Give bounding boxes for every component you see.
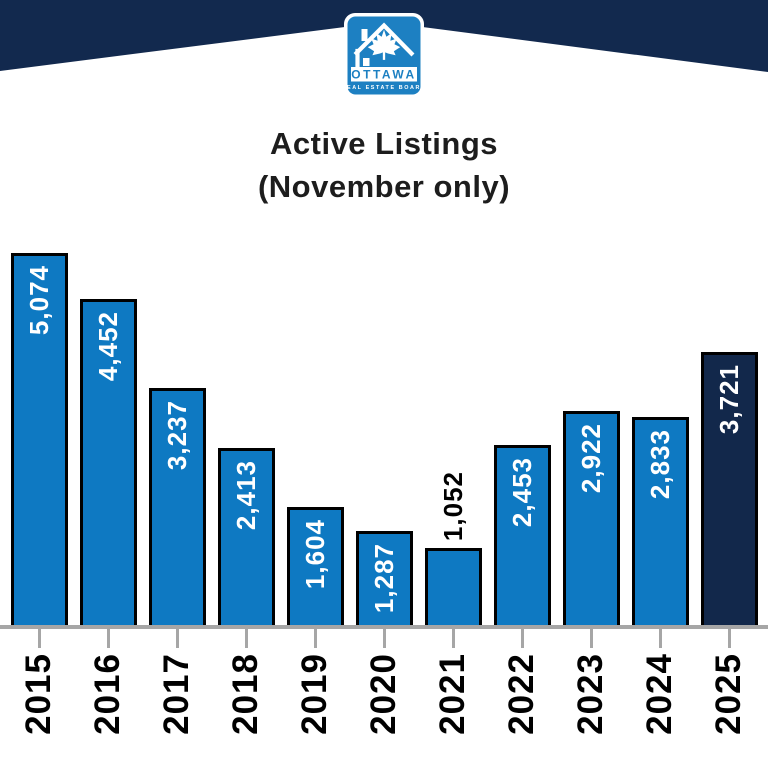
bar-value-label-2015: 5,074 [23,265,54,336]
bar-2015: 5,074 [10,253,68,625]
logo-tagline: REAL ESTATE BOARD [344,85,424,91]
bar-2019: 1,604 [286,507,344,625]
x-axis-tick-2017 [175,628,179,648]
x-axis-tick-2020 [382,628,386,648]
bar-value-label-2019: 1,604 [299,519,330,590]
bar-2016: 4,452 [79,299,137,625]
x-tick-label-2018: 2018 [226,653,265,735]
chimney-icon [361,29,368,41]
bar-2024: 2,833 [631,417,689,625]
chart-title: Active Listings (November only) [0,122,768,208]
x-axis-tick-2016 [106,628,110,648]
x-axis-tick-2021 [451,628,455,648]
x-tick-label-2025: 2025 [709,653,748,735]
x-tick-label-2016: 2016 [88,653,127,735]
bar-2025: 3,721 [700,352,758,625]
bar-value-label-2022: 2,453 [506,457,537,528]
x-axis-tick-2025 [727,628,731,648]
bar-value-label-2018: 2,413 [230,460,261,531]
x-tick-label-2021: 2021 [433,653,472,735]
x-axis-tick-2022 [520,628,524,648]
x-tick-label-2024: 2024 [640,653,679,735]
maple-leaf-icon [367,29,401,60]
x-tick-label-2017: 2017 [157,653,196,735]
x-axis-tick-2024 [658,628,662,648]
bar-2021: 1,052 [424,471,482,625]
x-tick-label-2023: 2023 [571,653,610,735]
banner-shape [0,0,768,72]
x-tick-label-2022: 2022 [502,653,541,735]
bar-2017: 3,237 [148,388,206,625]
bar-value-label-2016: 4,452 [92,311,123,382]
bar-2023: 2,922 [562,411,620,625]
x-axis-tick-2019 [313,628,317,648]
house-icon [353,22,415,68]
chart-title-line2: (November only) [257,169,511,204]
logo-word: OTTAWA [351,68,416,82]
chart-title-line1: Active Listings [270,126,498,161]
x-axis-tick-2015 [37,628,41,648]
bar-value-label-2025: 3,721 [713,364,744,435]
x-axis-tick-2018 [244,628,248,648]
bar-2018: 2,413 [217,448,275,625]
bar-value-label-2023: 2,922 [575,423,606,494]
header-banner [0,0,768,72]
x-tick-label-2020: 2020 [364,653,403,735]
door-icon [363,58,370,66]
logo-word-plate [351,67,417,82]
x-tick-label-2015: 2015 [19,653,58,735]
oreb-logo: OTTAWA REAL ESTATE BOARD [344,13,424,98]
bar-value-label-2024: 2,833 [644,429,675,500]
bar-value-label-2020: 1,287 [368,543,399,614]
bar-value-label-2017: 3,237 [161,400,192,471]
bar-value-label-2021: 1,052 [437,470,468,541]
x-axis-tick-2023 [589,628,593,648]
x-tick-label-2019: 2019 [295,653,334,735]
bar-2022: 2,453 [493,445,551,625]
bar-2020: 1,287 [355,531,413,625]
x-axis-line [0,625,768,629]
